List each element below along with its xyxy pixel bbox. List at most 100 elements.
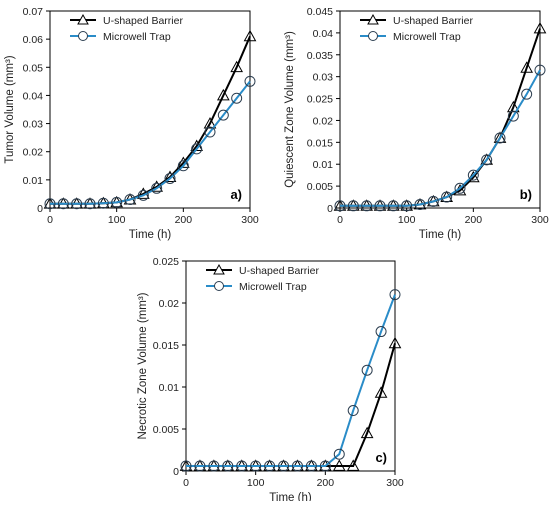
y-tick-label: 0 [37,203,43,215]
data-point-circle [305,460,317,472]
data-point-circle [217,109,229,121]
y-tick-label: 0.025 [153,256,179,268]
x-tick-label: 300 [241,214,259,226]
y-axis-label: Tumor Volume (mm³) [4,55,16,163]
y-tick-label: 0.03 [313,72,334,84]
data-point-circle [124,194,136,206]
data-point-circle [177,160,189,172]
y-tick-label: 0.02 [23,147,44,159]
data-point-triangle [230,60,244,73]
y-tick-label: 0.03 [23,119,44,131]
data-point-triangle [388,336,402,349]
y-tick-label: 0.01 [159,382,180,394]
data-point-circle [194,460,206,472]
data-point-circle [84,198,96,210]
data-point-circle [454,182,466,194]
data-point-circle [264,460,276,472]
data-point-circle [250,460,262,472]
y-tick-label: 0.06 [23,34,44,46]
data-point-circle [222,460,234,472]
data-point-triangle [533,21,547,34]
plot-frame [49,10,251,209]
y-tick-label: 0 [327,203,333,215]
panel-label: b) [520,187,532,202]
data-point-circle [244,75,256,87]
x-tick-label: 0 [337,214,343,226]
data-point-circle [319,460,331,472]
y-tick-label: 0.045 [307,6,333,18]
legend-label: U-shaped Barrier [239,265,319,277]
series-line [340,28,541,207]
data-point-circle [481,154,493,166]
data-point-circle [204,126,216,138]
y-tick-label: 0.04 [313,28,334,40]
data-point-triangle [374,386,388,398]
legend: U-shaped Barrier Microwell Trap [70,13,183,43]
y-tick-label: 0.01 [23,175,44,187]
data-point-circle [387,200,399,212]
data-point-circle [414,198,426,210]
data-point-circle [334,200,346,212]
x-tick-label: 200 [465,214,483,226]
series-u-shaped-barrier [179,336,402,471]
y-tick-label: 0.07 [23,6,44,18]
data-point-circle [374,200,386,212]
legend-label: U-shaped Barrier [393,15,473,27]
legend-label: Microwell Trap [239,281,307,293]
data-point-circle [236,460,248,472]
legend-triangle-icon [213,263,225,275]
y-axis-label: Quiescent Zone Volume (mm³) [284,31,296,188]
legend-label: Microwell Trap [393,31,461,43]
data-point-triangle [216,88,230,101]
plot-frame [339,10,541,209]
x-tick-label: 0 [47,214,53,226]
y-tick-label: 0.02 [159,298,180,310]
data-point-triangle [360,426,374,439]
data-point-circle [137,189,149,201]
data-point-triangle [332,459,346,471]
series-line [186,294,396,467]
legend: U-shaped Barrier Microwell Trap [206,263,319,293]
data-point-circle [57,198,69,210]
y-tick-label: 0.015 [153,340,179,352]
data-point-circle [441,191,453,203]
x-tick-label: 300 [531,214,549,226]
data-point-circle [231,92,243,104]
panel-b: 0 0.005 0.01 0.015 0.02 0.025 0.03 0.035 0.04 0.0… [284,6,549,241]
legend-triangle-icon [367,13,379,25]
legend-circle-icon [78,31,88,41]
data-point-circle [44,198,56,210]
y-tick-label: 0.035 [307,50,333,62]
data-point-circle [291,460,303,472]
data-point-triangle [203,117,217,129]
y-axis-label: Necrotic Zone Volume (mm³) [137,292,149,439]
y-tick-label: 0.01 [313,159,334,171]
data-point-circle [389,289,401,301]
data-point-circle [278,460,290,472]
x-axis-label: Time (h) [269,492,312,501]
x-tick-label: 200 [317,477,335,489]
panel-c: 0 0.005 0.01 0.015 0.02 0.025 0 100 200 300 Time (… [137,256,404,504]
data-point-circle [361,200,373,212]
x-tick-label: 300 [386,477,404,489]
panel-label: a) [230,187,242,202]
data-point-circle [534,64,546,76]
data-point-triangle [506,100,520,113]
series-microwell-trap [334,64,546,212]
data-point-circle [71,198,83,210]
legend-circle-icon [214,281,224,291]
x-tick-label: 200 [175,214,193,226]
data-point-circle [507,110,519,122]
series-u-shaped-barrier [43,29,257,209]
data-point-circle [97,197,109,209]
data-point-circle [333,448,345,460]
data-point-circle [401,200,413,212]
y-tick-label: 0.005 [307,181,333,193]
x-axis-label: Time (h) [129,229,172,241]
x-tick-label: 0 [183,477,189,489]
series-line [186,343,396,467]
data-point-triangle [480,153,494,165]
y-tick-label: 0.025 [307,94,333,106]
